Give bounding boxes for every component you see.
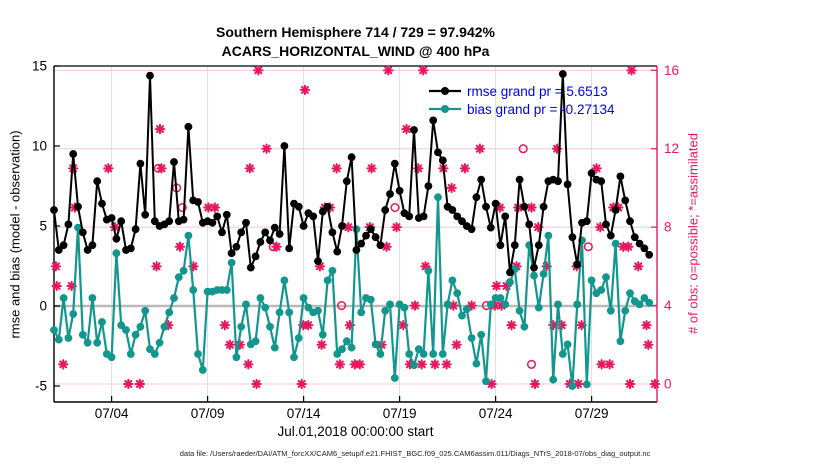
svg-text:07/29: 07/29 <box>575 406 609 421</box>
svg-text:16: 16 <box>664 63 679 78</box>
svg-text:07/04: 07/04 <box>95 406 129 421</box>
svg-text:07/14: 07/14 <box>287 406 321 421</box>
chart-title: Southern Hemisphere 714 / 729 = 97.942% … <box>54 23 657 61</box>
svg-text:15: 15 <box>32 59 47 74</box>
legend: rmse grand pr = 5.6513 bias grand pr = -… <box>428 82 614 118</box>
bias-line-sample-icon <box>429 105 461 113</box>
svg-text:0: 0 <box>39 299 47 314</box>
left-axis-label: rmse and bias (model - observation) <box>7 130 23 339</box>
svg-text:5: 5 <box>39 219 47 234</box>
svg-text:07/24: 07/24 <box>479 406 513 421</box>
legend-row-bias: bias grand pr = -0.27134 <box>428 100 614 118</box>
svg-text:12: 12 <box>664 141 679 156</box>
right-axis-label: # of obs: o=possible; *=assimilated <box>685 133 701 334</box>
title-line-1: Southern Hemisphere 714 / 729 = 97.942% <box>216 24 495 40</box>
svg-text:10: 10 <box>32 139 47 154</box>
svg-text:8: 8 <box>664 220 672 235</box>
svg-text:4: 4 <box>664 298 672 313</box>
data-file-path: data file: /Users/raeder/DAI/ATM_forcXX/… <box>179 449 651 458</box>
svg-text:07/19: 07/19 <box>383 406 417 421</box>
svg-text:07/09: 07/09 <box>191 406 225 421</box>
svg-text:0: 0 <box>664 376 672 391</box>
rmse-line-sample-icon <box>429 87 461 95</box>
title-line-2: ACARS_HORIZONTAL_WIND @ 400 hPa <box>221 43 490 59</box>
legend-label-bias: bias grand pr = -0.27134 <box>467 101 615 117</box>
legend-label-rmse: rmse grand pr = 5.6513 <box>467 83 608 99</box>
legend-row-rmse: rmse grand pr = 5.6513 <box>428 82 614 100</box>
svg-text:-5: -5 <box>35 379 47 394</box>
x-axis-label: Jul.01,2018 00:00:00 start <box>277 424 434 439</box>
